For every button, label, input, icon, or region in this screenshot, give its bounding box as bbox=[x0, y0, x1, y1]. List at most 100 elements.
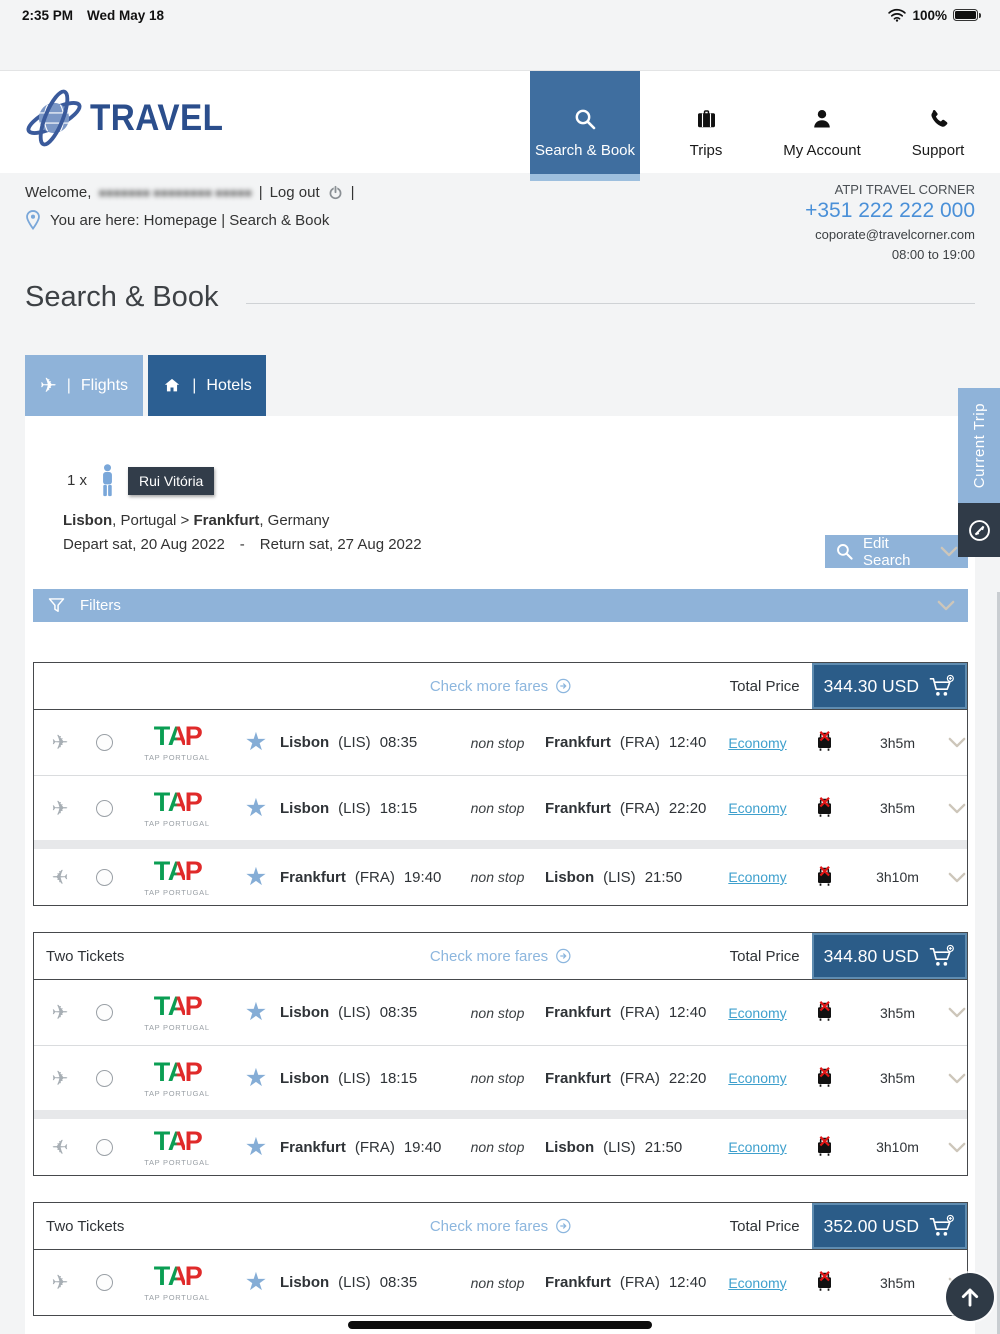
route-summary: Lisbon, Portugal > Frankfurt, Germany bbox=[63, 512, 330, 529]
nav-my-account[interactable]: My Account bbox=[772, 71, 872, 174]
scroll-to-top-button[interactable] bbox=[946, 1273, 994, 1321]
add-to-cart-price-button[interactable]: 352.00 USD bbox=[811, 1203, 967, 1249]
cabin-link[interactable]: Economy bbox=[728, 734, 787, 751]
globe-icon bbox=[22, 87, 86, 149]
check-more-fares-link[interactable]: Check more fares bbox=[430, 948, 571, 965]
row-expand-chevron-icon[interactable] bbox=[948, 1142, 966, 1153]
row-expand-chevron-icon[interactable] bbox=[948, 803, 966, 814]
status-bar: 2:35 PM Wed May 18 100% bbox=[0, 0, 1000, 30]
nav-trips[interactable]: Trips bbox=[656, 71, 756, 174]
departure-segment: Lisbon (LIS) 18:15 bbox=[280, 799, 418, 817]
power-icon[interactable] bbox=[327, 184, 344, 201]
star-icon[interactable]: ★ bbox=[244, 862, 268, 891]
stops-label: non stop bbox=[470, 1139, 525, 1155]
stops-label: non stop bbox=[470, 734, 525, 751]
stops-label: non stop bbox=[470, 869, 525, 885]
flight-direction-plane-icon: ✈ bbox=[51, 1272, 69, 1294]
arrow-up-icon bbox=[957, 1284, 983, 1310]
star-icon[interactable]: ★ bbox=[244, 998, 268, 1026]
agency-contact: ATPI TRAVEL CORNER +351 222 222 000 copo… bbox=[805, 182, 975, 262]
flight-select-radio[interactable] bbox=[95, 868, 113, 886]
person-icon bbox=[810, 105, 834, 131]
no-baggage-icon: ✕ bbox=[814, 729, 836, 755]
nav-support[interactable]: Support bbox=[888, 71, 988, 174]
star-icon[interactable]: ★ bbox=[244, 793, 268, 822]
edit-search-button[interactable]: Edit Search bbox=[825, 535, 968, 569]
clock: 2:35 PM bbox=[22, 7, 74, 23]
cart-plus-icon bbox=[928, 1214, 955, 1238]
circled-arrow-icon bbox=[555, 1218, 571, 1234]
tab-hotels[interactable]: | Hotels bbox=[148, 355, 266, 416]
cabin-link[interactable]: Economy bbox=[728, 800, 787, 816]
flight-select-radio[interactable] bbox=[95, 1274, 113, 1291]
red-cross-icon: ✕ bbox=[818, 1269, 832, 1286]
flight-select-radio[interactable] bbox=[95, 799, 113, 817]
compass-icon bbox=[966, 517, 993, 544]
duration-label: 3h5m bbox=[879, 1274, 916, 1291]
cabin-link[interactable]: Economy bbox=[728, 1139, 787, 1155]
star-icon[interactable]: ★ bbox=[244, 1268, 268, 1296]
flight-direction-plane-icon: ✈ bbox=[51, 732, 69, 754]
passenger-summary: 1 x Rui Vitória bbox=[67, 464, 215, 497]
nav-label: Trips bbox=[689, 142, 723, 159]
search-icon bbox=[573, 105, 597, 131]
red-cross-icon: ✕ bbox=[818, 1133, 832, 1151]
row-expand-chevron-icon[interactable] bbox=[948, 872, 966, 883]
row-expand-chevron-icon[interactable] bbox=[948, 1073, 966, 1084]
wifi-icon bbox=[888, 8, 907, 22]
dates-summary: Depart sat, 20 Aug 2022 - Return sat, 27… bbox=[63, 536, 422, 553]
stops-label: non stop bbox=[470, 1274, 525, 1291]
row-expand-chevron-icon[interactable] bbox=[948, 737, 966, 748]
cabin-link[interactable]: Economy bbox=[728, 1070, 787, 1086]
star-icon[interactable]: ★ bbox=[244, 1132, 268, 1161]
search-tabs: ✈ | Flights | Hotels bbox=[25, 355, 266, 416]
cabin-link[interactable]: Economy bbox=[728, 1274, 787, 1291]
current-trip-tab[interactable]: Current Trip bbox=[958, 388, 1000, 503]
check-more-fares-link[interactable]: Check more fares bbox=[430, 1218, 571, 1235]
no-baggage-icon: ✕ bbox=[814, 795, 836, 821]
add-to-cart-price-button[interactable]: 344.30 USD bbox=[811, 663, 967, 709]
phone-icon bbox=[926, 105, 950, 131]
battery-icon bbox=[953, 9, 981, 21]
flight-select-radio[interactable] bbox=[95, 1138, 113, 1156]
compass-button[interactable] bbox=[958, 503, 1000, 557]
nav-search-and-book[interactable]: Search & Book bbox=[530, 71, 640, 181]
flight-select-radio[interactable] bbox=[95, 1069, 113, 1087]
fare-card-header: Check more fares Total Price 344.30 USD bbox=[34, 663, 967, 710]
add-to-cart-price-button[interactable]: 344.80 USD bbox=[811, 933, 967, 979]
travel-logo[interactable]: TRAVEL bbox=[22, 87, 238, 149]
total-price-value: 344.80 USD bbox=[823, 945, 919, 966]
star-icon[interactable]: ★ bbox=[244, 728, 268, 756]
airline-name: TAP PORTUGAL bbox=[144, 1088, 210, 1098]
star-icon[interactable]: ★ bbox=[244, 1063, 268, 1092]
departure-segment: Frankfurt (FRA) 19:40 bbox=[280, 868, 442, 886]
tab-flights[interactable]: ✈ | Flights bbox=[25, 355, 143, 416]
total-price-value: 344.30 USD bbox=[823, 675, 919, 696]
cabin-link[interactable]: Economy bbox=[728, 1004, 787, 1021]
check-more-fares-link[interactable]: Check more fares bbox=[430, 678, 571, 695]
tab-label: Hotels bbox=[206, 376, 252, 394]
current-trip-label: Current Trip bbox=[970, 402, 988, 489]
nav-label: Search & Book bbox=[534, 142, 636, 159]
duration-label: 3h5m bbox=[879, 734, 916, 751]
scrollbar[interactable] bbox=[997, 592, 1000, 1334]
flight-select-radio[interactable] bbox=[95, 734, 113, 751]
filters-bar[interactable]: Filters bbox=[33, 589, 968, 622]
passenger-icon bbox=[100, 464, 115, 497]
location-pin-icon bbox=[25, 209, 41, 231]
results-panel: 1 x Rui Vitória Lisbon, Portugal > Frank… bbox=[25, 416, 975, 1334]
total-price-label: Total Price bbox=[729, 947, 800, 965]
stops-label: non stop bbox=[470, 800, 525, 816]
agency-phone[interactable]: +351 222 222 000 bbox=[805, 199, 975, 222]
logout-link[interactable]: Log out bbox=[269, 184, 320, 201]
flight-select-radio[interactable] bbox=[95, 1004, 113, 1021]
cabin-link[interactable]: Economy bbox=[728, 869, 787, 885]
row-expand-chevron-icon[interactable] bbox=[948, 1007, 966, 1018]
flight-direction-plane-icon: ✈ bbox=[51, 1002, 69, 1024]
